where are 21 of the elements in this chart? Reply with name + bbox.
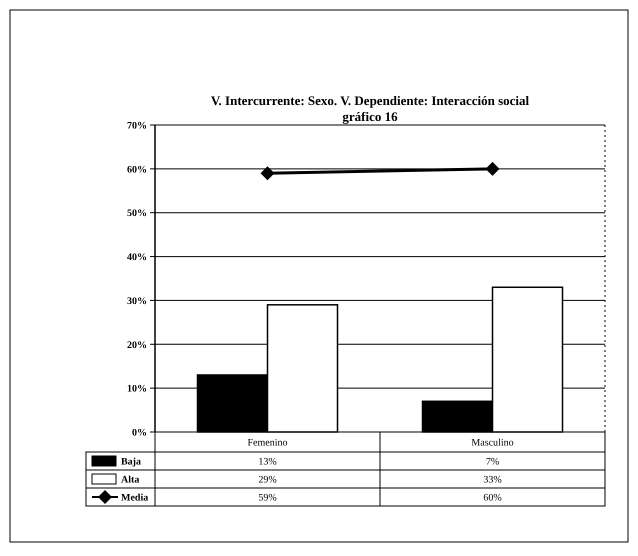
data-label: 33% [483,474,502,486]
data-label: 29% [258,474,277,486]
y-tick-label: 0% [132,428,147,438]
x-tick-label: Masculino [471,438,514,448]
chart-title: V. Intercurrente: Sexo. V. Dependiente: Interacción social [210,93,530,108]
y-tick-label: 70% [127,120,147,132]
data-label: 59% [258,492,277,504]
legend-label: Alta [121,474,140,486]
data-label: 7% [486,456,500,468]
y-tick-label: 60% [127,164,147,176]
data-label: 13% [258,456,277,468]
chart-subtitle: gráfico 16 [342,109,398,124]
x-tick-label: Femenino [248,438,288,448]
y-tick-label: 10% [127,384,147,395]
y-tick-label: 30% [127,296,147,307]
y-tick-label: 50% [127,208,147,220]
legend-label: Baja [121,456,141,468]
data-label: 60% [483,492,502,504]
y-tick-label: 40% [127,252,147,264]
y-tick-label: 20% [127,340,147,351]
legend-label: Media [121,492,148,504]
